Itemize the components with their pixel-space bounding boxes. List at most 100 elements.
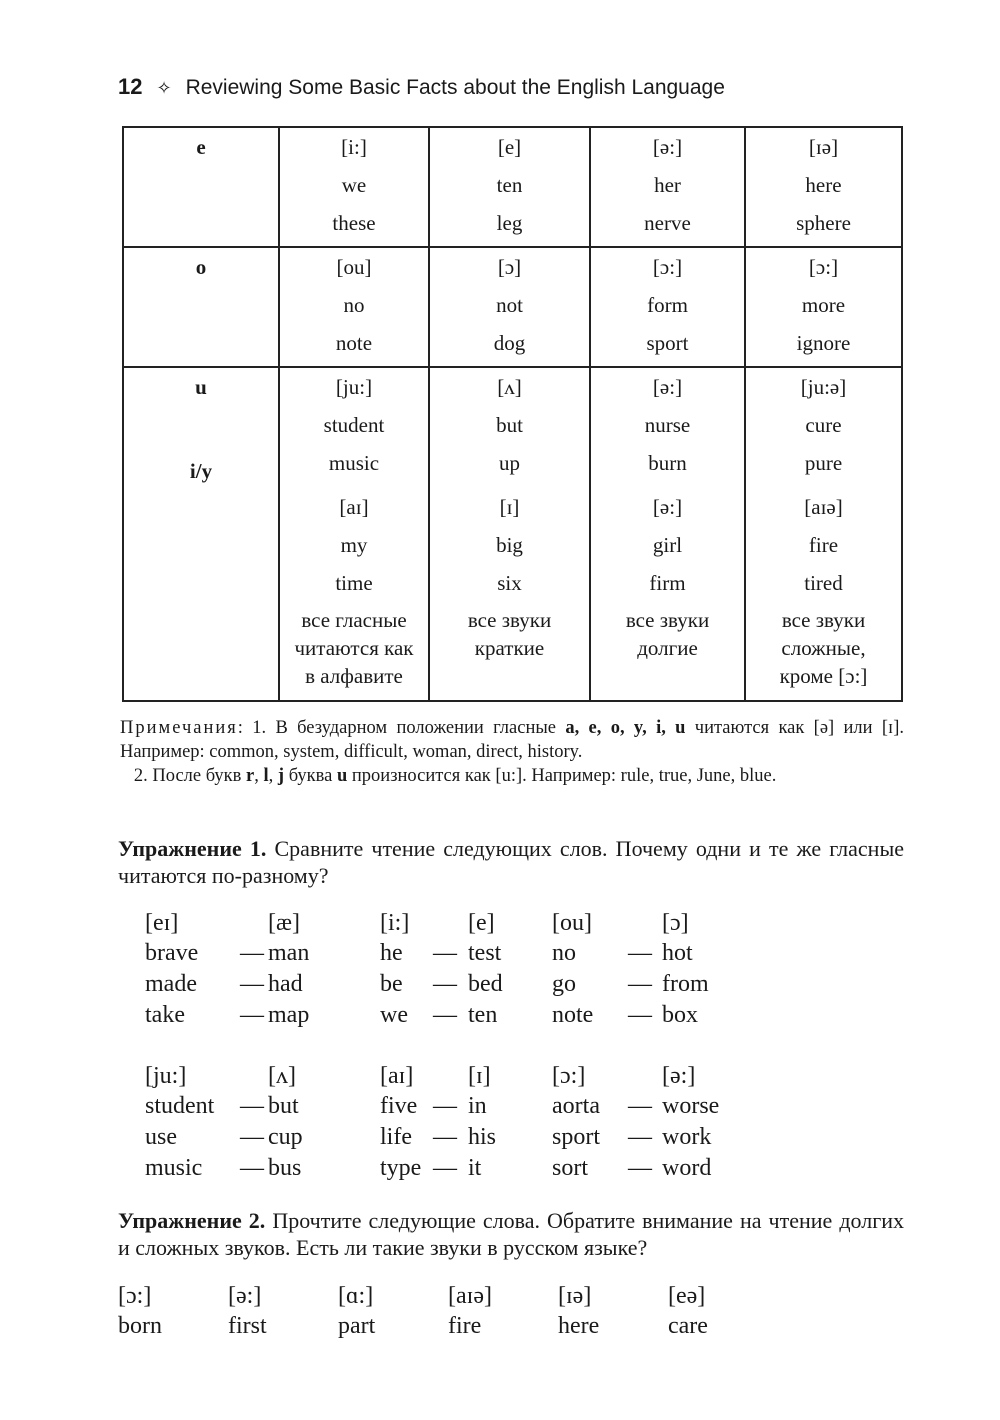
- table-cell: [ə:] her nerve: [589, 126, 746, 248]
- transcription: [ə:]: [228, 1283, 262, 1309]
- word: сложные,: [781, 636, 866, 660]
- word: these: [332, 211, 376, 235]
- page-header: 12 ✧ Reviewing Some Basic Facts about the …: [118, 74, 725, 100]
- word: take: [145, 1002, 185, 1028]
- dash: —: [628, 940, 652, 966]
- table-cell: [ɔ] not dog: [428, 246, 591, 368]
- dash: —: [240, 1093, 264, 1119]
- dash: —: [433, 940, 457, 966]
- word: no: [552, 940, 576, 966]
- table-cell: [e] ten leg: [428, 126, 591, 248]
- word: part: [338, 1313, 376, 1339]
- word: in: [468, 1093, 487, 1119]
- word: map: [268, 1002, 310, 1028]
- word: все гласные: [301, 608, 407, 632]
- transcription: [ə:]: [652, 495, 683, 519]
- word: долгие: [637, 636, 698, 660]
- word: bed: [468, 971, 503, 997]
- word: music: [328, 451, 380, 475]
- word: girl: [652, 533, 683, 557]
- table-cell: [ʌ] but up [ɪ] big six все звуки краткие: [428, 366, 591, 702]
- transcription: [ʌ]: [268, 1063, 296, 1089]
- word: brave: [145, 940, 199, 966]
- table-cell: [ɔ:] form sport: [589, 246, 746, 368]
- table-cell: [ɪə] here sphere: [744, 126, 903, 248]
- word: time: [335, 571, 373, 595]
- dash: —: [628, 1093, 652, 1119]
- transcription: [ju:]: [335, 375, 373, 399]
- transcription: [aɪ]: [339, 495, 369, 519]
- dash: —: [240, 940, 264, 966]
- word: worse: [662, 1093, 720, 1119]
- word: go: [552, 971, 576, 997]
- transcription: [ə:]: [662, 1063, 696, 1089]
- word: sphere: [796, 211, 851, 235]
- note-1: Примечания: 1. В безударном положении гл…: [120, 718, 904, 762]
- word: tired: [804, 571, 843, 595]
- dash: —: [433, 1124, 457, 1150]
- transcription: [aɪə]: [804, 495, 843, 519]
- word: first: [228, 1313, 267, 1339]
- dash: —: [240, 1002, 264, 1028]
- word: type: [380, 1155, 422, 1181]
- transcription: [ɪə]: [808, 135, 839, 159]
- letter: i/y: [189, 459, 213, 483]
- dash: —: [433, 971, 457, 997]
- word: cure: [805, 413, 842, 437]
- dash: —: [628, 1155, 652, 1181]
- note-2: 2. После букв r, l, j буква u произносит…: [133, 766, 777, 786]
- table-cell: [ə:] nurse burn [ə:] girl firm все звуки долгие: [589, 366, 746, 702]
- word: here: [558, 1313, 600, 1339]
- word: hot: [662, 940, 693, 966]
- word: aorta: [552, 1093, 600, 1119]
- letter: e: [196, 135, 206, 159]
- transcription: [ou]: [552, 910, 592, 936]
- transcription: [e]: [497, 135, 522, 159]
- word: ten: [496, 173, 523, 197]
- word: ignore: [796, 331, 851, 355]
- word: dog: [493, 331, 526, 355]
- table-cell: [i:] we these: [278, 126, 430, 248]
- transcription: [ɔ:]: [552, 1063, 586, 1089]
- word: six: [497, 571, 522, 595]
- transcription: [eə]: [668, 1283, 706, 1309]
- word: big: [496, 533, 523, 557]
- word: burn: [648, 451, 687, 475]
- word: it: [468, 1155, 482, 1181]
- word: читаются как: [294, 636, 414, 660]
- word: student: [145, 1093, 215, 1119]
- transcription: [ɔ:]: [652, 255, 683, 279]
- word: from: [662, 971, 709, 997]
- dash: —: [433, 1002, 457, 1028]
- word: form: [647, 293, 688, 317]
- transcription: [e]: [468, 910, 495, 936]
- transcription: [ʌ]: [497, 375, 522, 399]
- word: ten: [468, 1002, 498, 1028]
- transcription: [ə:]: [652, 375, 683, 399]
- word: note: [335, 331, 373, 355]
- word: up: [499, 451, 520, 475]
- vowel-reading-table: e [i:] we these [e] ten leg [ə:] her nerve [ɪə] her…: [122, 126, 903, 702]
- dash: —: [240, 971, 264, 997]
- transcription: [ɪ]: [499, 495, 520, 519]
- word: fire: [448, 1313, 482, 1339]
- word: все звуки: [625, 608, 710, 632]
- letter: u: [195, 375, 207, 399]
- dash: —: [240, 1155, 264, 1181]
- table-cell: [ju:] student music [aɪ] my time все гласные чи…: [278, 366, 430, 702]
- word: care: [668, 1313, 708, 1339]
- running-title: Reviewing Some Basic Facts about the Eng…: [185, 76, 725, 99]
- word: test: [468, 940, 502, 966]
- dash: —: [240, 1124, 264, 1150]
- word: not: [496, 293, 523, 317]
- diamond-icon: ✧: [156, 78, 172, 98]
- word: here: [805, 173, 842, 197]
- word: firm: [649, 571, 686, 595]
- transcription: [ɑ:]: [338, 1283, 374, 1309]
- word: no: [343, 293, 365, 317]
- word: sort: [552, 1155, 588, 1181]
- word: man: [268, 940, 310, 966]
- word: made: [145, 971, 197, 997]
- table-cell: [ju:ə] cure pure [aɪə] fire tired все звуки сло…: [744, 366, 903, 702]
